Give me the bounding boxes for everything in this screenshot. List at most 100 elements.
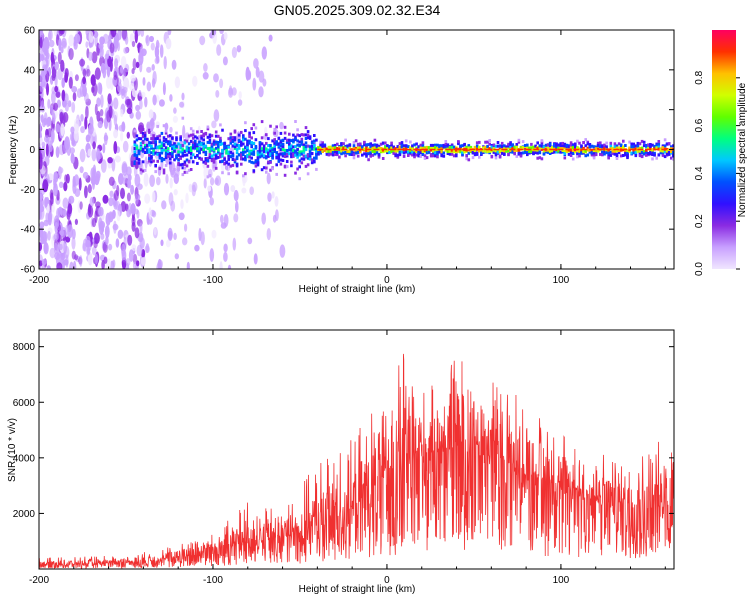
spectrogram-signal-cell [277,145,281,149]
spectrogram-signal-cell [517,140,521,144]
spectrogram-signal-cell [250,136,253,140]
snr-xlabel: Height of straight line (km) [299,584,416,595]
spectrogram-signal-cell [661,153,665,157]
spectrogram-signal-cell [248,141,251,145]
spectrogram-noise-cell [152,70,157,85]
spectrogram-signal-cell [179,156,182,160]
spectrogram-signal-cell [179,143,182,147]
spectrogram-noise-cell [93,30,99,39]
spectrogram-signal-cell [613,152,617,156]
spectrogram-signal-cell [150,155,153,159]
spectrogram-signal-cell [396,155,400,159]
spectrogram-signal-cell [283,165,287,169]
spectrogram-signal-cell [640,151,644,154]
spectrogram-signal-cell [141,135,145,138]
spectrogram-signal-cell [665,142,669,146]
spectrogram-noise-cell [82,171,89,179]
spectrogram-signal-cell [617,142,621,146]
spectrogram-noise-cell [63,240,67,255]
spectrogram-signal-cell [500,147,504,151]
spectrogram-noise-cell [100,159,107,173]
spectrogram-signal-cell [542,152,546,156]
spectrogram-signal-cell [609,144,613,148]
spectrogram-signal-cell [273,150,276,153]
spectrogram-signal-cell [191,129,195,133]
spectrogram-signal-cell [670,147,673,151]
spectrogram-noise-cell [108,176,115,186]
spectrogram-signal-cell [344,154,347,158]
spectrogram-signal-cell [267,154,270,158]
spectrogram-signal-cell [649,146,652,150]
spectrogram-noise-cell [49,247,56,259]
spectrogram-noise-cell [121,30,127,40]
spectrogram-signal-cell [219,123,222,127]
spectrogram-signal-cell [638,147,642,150]
spectrogram-signal-cell [143,137,147,141]
spectrogram-noise-cell [63,259,69,266]
spectrogram-signal-cell [480,149,483,153]
spectrogram-signal-cell [146,149,149,152]
spectrogram-signal-cell [369,151,372,155]
spectrogram-noise-cell [127,234,133,246]
spectrogram-signal-cell [158,154,162,157]
spectrogram-signal-cell [386,151,389,155]
spectrogram-signal-cell [567,145,571,149]
spectrogram-noise-cell [146,81,152,92]
spectrogram-noise-cell [57,51,62,65]
spectrogram-signal-cell [217,150,220,154]
spectrogram-signal-cell [164,156,168,160]
spectrogram-signal-cell [237,139,241,142]
spectrogram-signal-cell [596,141,600,145]
spectrogram-signal-cell [219,143,222,146]
spectrogram-signal-cell [252,148,256,152]
spectrogram-signal-cell [183,166,187,170]
spectrogram-signal-cell [538,146,542,150]
spectrogram-signal-cell [283,155,287,158]
spectrogram-noise-cell [134,227,140,239]
spectrogram-noise-cell [231,46,237,59]
spectrogram-signal-cell [162,136,166,140]
spectrogram-noise-cell [53,215,60,230]
spectrogram-signal-cell [567,152,571,156]
spectrogram-signal-cell [304,144,308,148]
spectrogram-signal-cell [559,146,562,150]
spectrogram-signal-cell [231,144,235,148]
spectrogram-noise-cell [105,236,109,246]
spectrogram-signal-cell [275,172,278,176]
spectrogram-signal-cell [436,150,439,154]
spectrogram-signal-cell [398,142,402,146]
spectrogram-noise-cell [60,226,67,238]
spectrogram-signal-cell [421,150,425,154]
spectrogram-noise-cell [117,41,121,52]
spectrogram-signal-cell [210,134,214,138]
spectrogram-signal-cell [198,156,201,160]
spectrogram-noise-cell [59,111,64,123]
spectrogram-signal-cell [246,149,249,153]
spectrogram-signal-cell [576,148,579,152]
spectrogram-signal-cell [574,145,577,149]
spectrogram-signal-cell [294,137,297,141]
spectrogram-noise-cell [108,34,112,42]
spectrogram-signal-cell [137,161,141,165]
spectrogram-signal-cell [413,143,416,147]
spectrogram-signal-cell [233,160,237,164]
spectrogram-signal-cell [152,149,155,153]
spectrogram-signal-cell [661,144,665,148]
spectrogram-noise-cell [241,187,247,194]
spectrogram-signal-cell [377,144,381,148]
spectrogram-signal-cell [267,148,270,152]
spectrogram-signal-cell [638,154,642,158]
spectrogram-signal-cell [490,145,494,149]
spectrogram-signal-cell [576,155,579,159]
spectrogram-signal-cell [473,146,477,150]
spectrogram-signal-cell [273,127,276,131]
spectrogram-signal-cell [615,146,619,150]
spectrogram-noise-cell [84,92,89,103]
spectrogram-noise-cell [79,58,86,67]
spectrogram-signal-cell [308,157,312,161]
spectrogram-signal-cell [189,152,193,156]
spectrogram-signal-cell [248,155,251,159]
spectrogram-signal-cell [306,136,310,140]
spectrogram-noise-cell [154,57,160,65]
spectrogram-signal-cell [177,153,180,157]
